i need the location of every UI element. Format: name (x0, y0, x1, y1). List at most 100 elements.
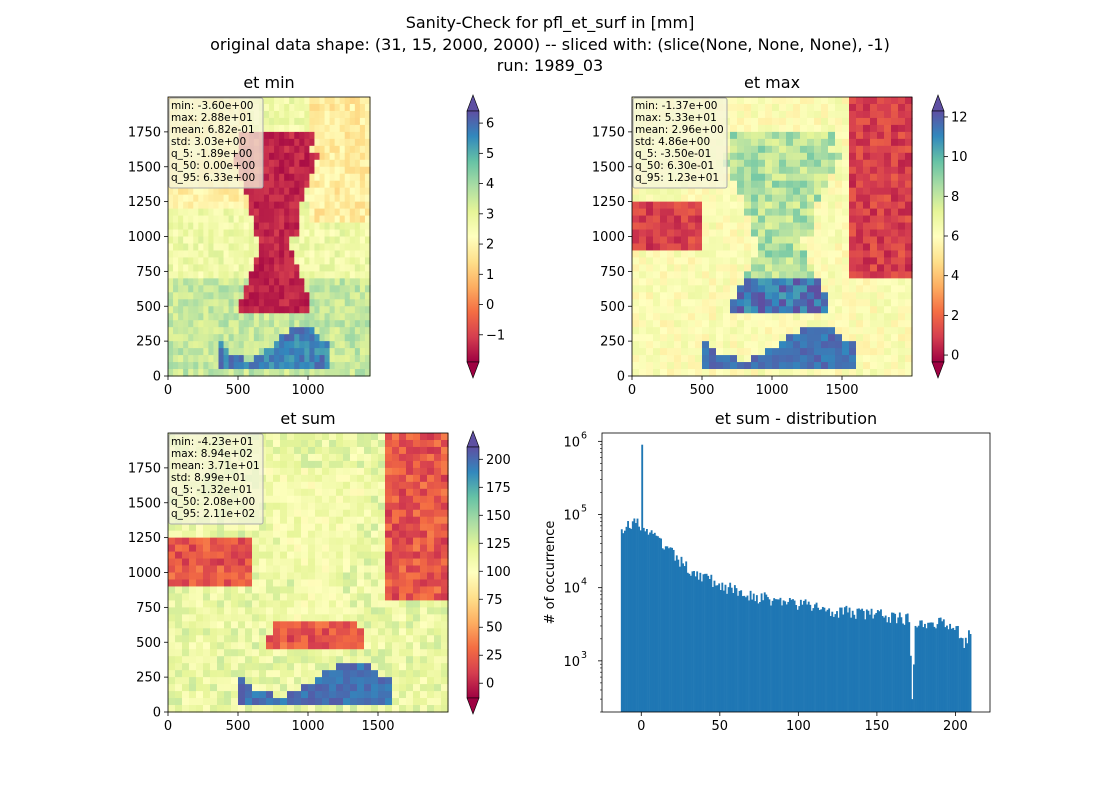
heatmap-cell (371, 649, 379, 657)
heatmap-cell (329, 439, 337, 448)
heatmap-cell (233, 271, 240, 279)
heatmap-cell (301, 433, 309, 441)
heatmap-cell (284, 103, 290, 112)
heatmap-cell (322, 467, 330, 476)
heatmap-cell (695, 320, 703, 328)
heatmap-cell (751, 229, 759, 238)
heatmap-cell (674, 194, 682, 203)
heatmap-cell (392, 607, 400, 615)
heatmap-cell (329, 705, 337, 713)
heatmap-cell (786, 124, 794, 133)
heatmap-cell (849, 131, 857, 140)
heatmap-cell (399, 551, 407, 560)
heatmap-cell (279, 327, 285, 335)
heatmap-cell (269, 117, 275, 126)
heatmap-cell (168, 600, 176, 608)
heatmap-cell (309, 327, 316, 335)
heatmap-cell (695, 194, 703, 203)
heatmap-cell (284, 145, 290, 154)
heatmap-cell (758, 97, 766, 105)
heatmap-cell (765, 306, 773, 314)
heatmap-cell (294, 621, 302, 629)
heatmap-cell (193, 334, 199, 342)
heatmap-cell (856, 180, 864, 189)
heatmap-cell (218, 187, 225, 196)
heatmap-cell (269, 306, 275, 314)
heatmap-cell (434, 684, 442, 692)
heatmap-cell (744, 194, 752, 203)
heatmap-cell (168, 705, 176, 713)
heatmap-cell (294, 558, 302, 567)
heatmap-cell (639, 236, 647, 245)
heatmap-cell (828, 257, 836, 265)
heatmap-cell (218, 257, 225, 265)
heatmap-cell (688, 334, 696, 342)
heatmap-cell (681, 278, 689, 286)
heatmap-cell (188, 194, 194, 203)
heatmap-cell (168, 250, 174, 259)
heatmap-cell (188, 187, 194, 196)
heatmap-cell (357, 516, 365, 525)
heatmap-cell (392, 488, 400, 497)
heatmap-cell (280, 705, 288, 713)
heatmap-cell (315, 516, 323, 525)
heatmap-cell (716, 292, 724, 300)
heatmap-cell (891, 124, 899, 133)
heatmap-cell (182, 565, 190, 574)
heatmap-cell (269, 313, 275, 321)
heatmap-cell (266, 523, 274, 532)
heatmap-cell (835, 131, 843, 140)
heatmap-cell (168, 621, 176, 629)
heatmap-cell (178, 271, 184, 279)
heatmap-cell (344, 306, 351, 314)
heatmap-cell (198, 222, 204, 231)
heatmap-cell (737, 264, 745, 272)
heatmap-cell (814, 229, 822, 238)
heatmap-cell (324, 97, 331, 105)
heatmap-cell (354, 236, 361, 245)
heatmap-cell (364, 355, 371, 363)
heatmap-cell (814, 341, 822, 349)
heatmap-cell (273, 691, 281, 699)
heatmap-cell (821, 320, 829, 328)
heatmap-cell (856, 250, 864, 259)
heatmap-cell (349, 103, 356, 112)
heatmap-cell (273, 558, 281, 567)
heatmap-cell (301, 558, 309, 567)
heatmap-cell (175, 558, 183, 567)
heatmap-cell (856, 110, 864, 119)
heatmap-cell (821, 145, 829, 154)
heatmap-cell (168, 222, 174, 231)
heatmap-cell (737, 348, 745, 356)
heatmap-cell (217, 607, 225, 615)
heatmap-cell (274, 264, 280, 272)
heatmap-cell (681, 201, 689, 210)
heatmap-cell (319, 145, 326, 154)
heatmap-cell (877, 159, 885, 168)
heatmap-cell (314, 355, 321, 363)
heatmap-cell (168, 523, 176, 532)
heatmap-cell (322, 670, 330, 678)
heatmap-cell (217, 705, 225, 713)
heatmap-cell (695, 334, 703, 342)
heatmap-cell (217, 642, 225, 650)
heatmap-cell (183, 334, 189, 342)
heatmap-cell (322, 705, 330, 713)
heatmap-cell (667, 257, 675, 265)
heatmap-cell (427, 551, 435, 560)
heatmap-cell (203, 327, 209, 335)
heatmap-cell (319, 362, 326, 370)
heatmap-cell (329, 215, 336, 224)
heatmap-cell (339, 180, 346, 189)
heatmap-cell (253, 369, 260, 377)
heatmap-cell (329, 600, 337, 608)
heatmap-cell (793, 117, 801, 126)
heatmap-cell (751, 124, 759, 133)
heatmap-cell (420, 537, 428, 546)
heatmap-cell (294, 544, 302, 553)
heatmap-cell (905, 327, 913, 335)
heatmap-cell (173, 306, 179, 314)
heatmap-cell (413, 656, 421, 664)
heatmap-cell (660, 299, 668, 307)
heatmap-cell (273, 579, 281, 588)
